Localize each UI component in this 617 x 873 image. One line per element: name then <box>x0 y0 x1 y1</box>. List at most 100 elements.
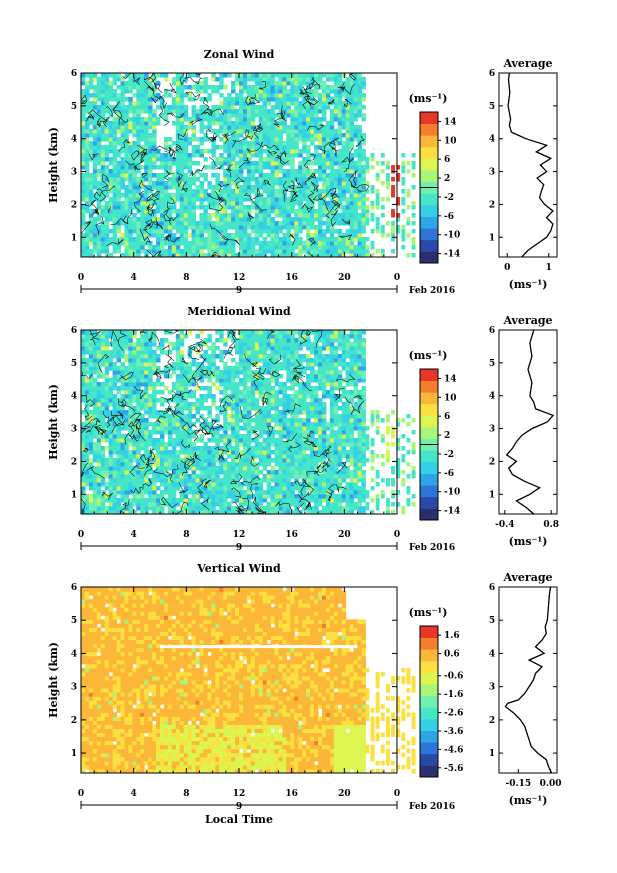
heatmap-cell <box>81 342 86 347</box>
heatmap-cell <box>250 402 256 407</box>
heatmap-cell <box>290 205 295 210</box>
heatmap-cell <box>100 342 106 347</box>
heatmap-cell <box>333 117 339 122</box>
heatmap-cell <box>171 185 177 190</box>
contour-line <box>303 95 312 106</box>
heatmap-cell <box>258 137 264 142</box>
heatmap-cell <box>167 137 173 142</box>
heatmap-cell <box>270 201 276 206</box>
heatmap-cell <box>318 213 323 218</box>
heatmap-cell <box>215 474 220 479</box>
heatmap-cell <box>258 149 264 154</box>
heatmap-cell <box>148 117 153 122</box>
heatmap-cell <box>310 89 315 94</box>
heatmap-cell <box>227 406 232 411</box>
heatmap-cell <box>128 253 133 258</box>
heatmap-cell <box>104 350 110 355</box>
heatmap-cell <box>179 193 185 198</box>
heatmap-cell <box>84 366 90 371</box>
heatmap-cell <box>258 414 264 419</box>
heatmap-cell <box>361 201 366 206</box>
heatmap-cell <box>116 510 121 515</box>
heatmap-cell <box>156 426 161 431</box>
heatmap-cell <box>310 213 315 218</box>
heatmap-cell <box>81 177 86 182</box>
heatmap-cell <box>227 101 232 106</box>
heatmap-cell <box>329 173 335 178</box>
heatmap-cell <box>179 446 185 451</box>
heatmap-cell <box>262 129 268 134</box>
heatmap-cell <box>401 229 406 234</box>
heatmap-cell <box>278 125 283 130</box>
heatmap-cell <box>207 498 212 503</box>
heatmap-cell <box>262 181 268 186</box>
heatmap-cell <box>223 189 228 194</box>
heatmap-cell <box>211 462 216 467</box>
heatmap-cell <box>104 346 110 351</box>
heatmap-cell <box>318 121 323 126</box>
heatmap-cell <box>302 109 307 114</box>
heatmap-cell <box>187 221 193 226</box>
heatmap-cell <box>179 378 185 383</box>
heatmap-cell <box>132 113 137 118</box>
heatmap-cell <box>365 217 370 222</box>
heatmap-cell <box>156 354 161 359</box>
heatmap-cell <box>160 165 165 170</box>
heatmap-cell <box>108 113 114 118</box>
heatmap-cell <box>156 165 161 170</box>
heatmap-cell <box>329 117 335 122</box>
contour-line <box>154 81 163 93</box>
heatmap-cell <box>321 193 327 198</box>
heatmap-cell <box>112 125 118 130</box>
heatmap-cell <box>144 133 149 138</box>
heatmap-cell <box>215 109 220 114</box>
heatmap-cell <box>211 482 216 487</box>
heatmap-cell <box>254 354 260 359</box>
heatmap-cell <box>108 402 114 407</box>
heatmap-cell <box>136 422 141 427</box>
heatmap-cell <box>242 450 248 455</box>
heatmap-cell <box>325 253 331 258</box>
heatmap-cell <box>207 245 212 250</box>
heatmap-cell <box>88 173 94 178</box>
heatmap-cell <box>396 165 401 170</box>
heatmap-cell <box>187 117 193 122</box>
heatmap-cell <box>298 109 303 114</box>
heatmap-cell <box>254 149 260 154</box>
heatmap-cell <box>108 474 114 479</box>
heatmap-cell <box>294 245 299 250</box>
heatmap-cell <box>294 229 299 234</box>
heatmap-cell <box>136 97 141 102</box>
heatmap-cell <box>191 149 197 154</box>
heatmap-cell <box>314 241 319 246</box>
heatmap-cell <box>140 418 145 423</box>
heatmap-cell <box>88 157 94 162</box>
heatmap-cell <box>183 502 189 507</box>
heatmap-cell <box>401 197 406 202</box>
heatmap-cell <box>136 386 141 391</box>
heatmap-cell <box>282 77 287 82</box>
heatmap-cell <box>207 506 212 511</box>
heatmap-cell <box>235 410 240 415</box>
heatmap-cell <box>219 153 224 158</box>
heatmap-cell <box>187 189 193 194</box>
heatmap-cell <box>84 165 90 170</box>
heatmap-cell <box>144 233 149 238</box>
heatmap-cell <box>132 241 137 246</box>
heatmap-cell <box>104 217 110 222</box>
heatmap-cell <box>81 161 86 166</box>
heatmap-cell <box>227 121 232 126</box>
heatmap-cell <box>266 141 272 146</box>
heatmap-cell <box>140 390 145 395</box>
heatmap-cell <box>163 185 169 190</box>
heatmap-cell <box>246 338 252 343</box>
heatmap-cell <box>341 157 347 162</box>
heatmap-cell <box>318 109 323 114</box>
heatmap-cell <box>92 470 98 475</box>
heatmap-cell <box>223 197 228 202</box>
heatmap-cell <box>411 245 416 250</box>
heatmap-cell <box>302 81 307 86</box>
heatmap-cell <box>286 109 291 114</box>
heatmap-cell <box>148 434 153 439</box>
heatmap-cell <box>112 209 118 214</box>
